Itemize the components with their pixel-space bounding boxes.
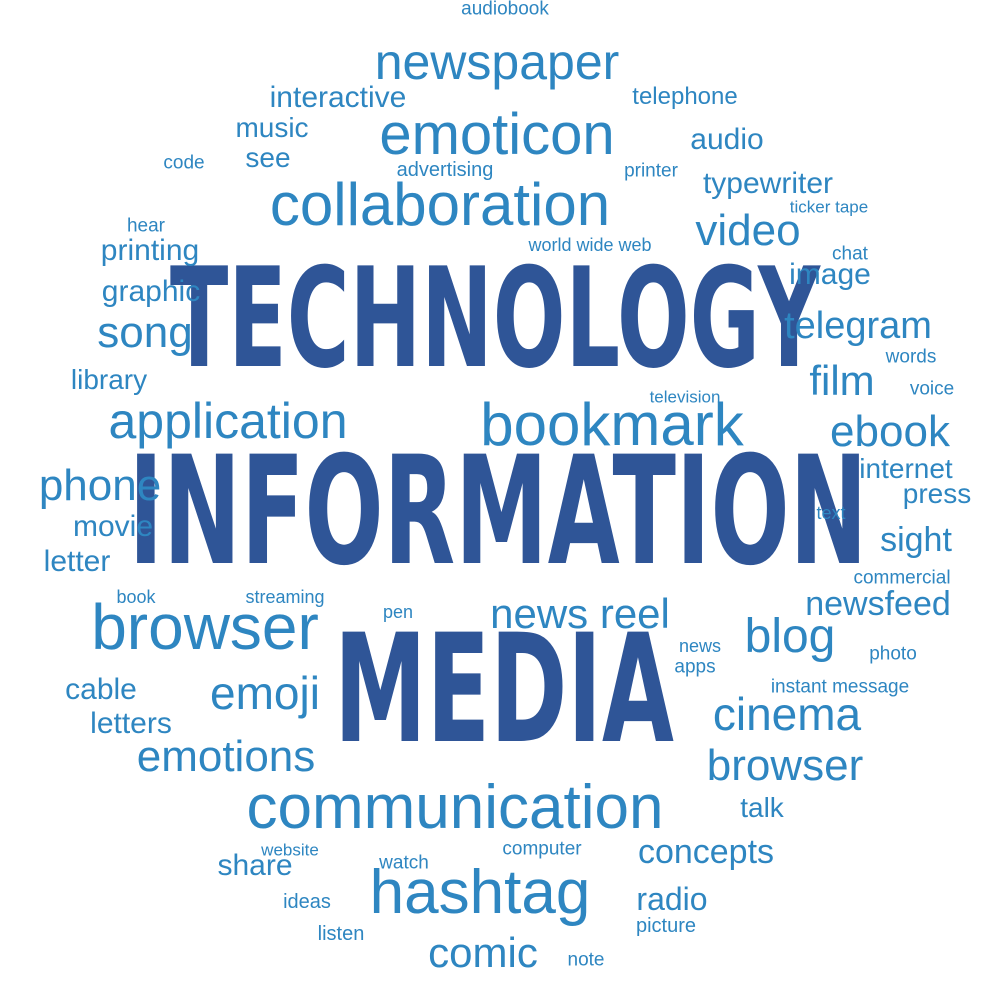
word-computer: computer (502, 838, 582, 860)
word-printer: printer (624, 160, 678, 182)
word-book: book (116, 587, 156, 607)
word-code: code (163, 152, 205, 174)
word-news-reel: news reel (490, 590, 670, 637)
word-audio: audio (690, 123, 764, 156)
word-note: note (567, 949, 605, 971)
word-advertising: advertising (396, 159, 494, 181)
word-radio: radio (636, 881, 708, 917)
word-talk: talk (740, 792, 784, 823)
word-telegram: telegram (784, 305, 932, 347)
word-browser-right: browser (706, 741, 864, 790)
word-emoji: emoji (210, 667, 320, 719)
word-pen: pen (382, 602, 414, 622)
word-blog: blog (744, 610, 836, 663)
word-words: words (885, 346, 937, 368)
word-ebook: ebook (830, 407, 950, 456)
word-news-small: news (678, 636, 722, 656)
word-audiobook: audiobook (461, 0, 549, 20)
word-website: website (261, 840, 319, 860)
word-cable: cable (65, 673, 137, 706)
word-technology: TECHNOLOGY (169, 238, 821, 399)
word-streaming: streaming (245, 587, 325, 607)
word-voice: voice (909, 378, 955, 400)
word-chat: chat (832, 243, 868, 265)
word-information: INFORMATION (128, 425, 868, 599)
word-cinema: cinema (712, 688, 862, 740)
word-newspaper: newspaper (374, 34, 620, 90)
word-browser-left: browser (91, 591, 319, 663)
word-television: television (649, 387, 721, 407)
word-song: song (97, 308, 193, 357)
word-see: see (245, 142, 291, 173)
word-press: press (902, 478, 972, 509)
word-text: text (816, 503, 846, 523)
word-letters: letters (90, 707, 172, 740)
word-bookmark: bookmark (480, 391, 744, 458)
word-telephone: telephone (632, 83, 738, 110)
word-movie: movie (72, 510, 154, 543)
word-library: library (70, 364, 148, 395)
word-phone: phone (38, 461, 162, 510)
word-interactive: interactive (269, 81, 407, 114)
word-emotions: emotions (136, 732, 316, 781)
word-instant-message: instant message (770, 676, 910, 698)
word-video: video (695, 206, 801, 255)
word-typewriter: typewriter (702, 167, 834, 200)
word-commercial: commercial (853, 567, 951, 589)
word-printing: printing (100, 234, 200, 267)
word-ideas: ideas (283, 891, 331, 913)
word-internet: internet (859, 453, 953, 484)
word-film: film (809, 357, 875, 404)
word-sight: sight (880, 521, 952, 559)
word-photo: photo (869, 643, 917, 665)
word-media: MEDIA (334, 603, 674, 777)
word-emoticon: emoticon (379, 102, 615, 167)
word-graphic: graphic (101, 275, 201, 308)
word-listen: listen (317, 923, 365, 945)
word-image: image (789, 258, 871, 291)
word-ticker-tape: ticker tape (789, 197, 869, 217)
word-communication: communication (246, 773, 664, 842)
word-share: share (217, 849, 293, 882)
word-watch: watch (379, 852, 429, 874)
word-apps: apps (674, 656, 716, 678)
word-collaboration: collaboration (269, 171, 611, 238)
word-hashtag: hashtag (369, 858, 591, 927)
word-newsfeed: newsfeed (805, 585, 951, 623)
word-world-wide-web: world wide web (528, 235, 652, 255)
word-music: music (235, 112, 309, 143)
word-concepts: concepts (637, 833, 775, 871)
word-picture: picture (635, 915, 697, 937)
word-comic: comic (428, 929, 538, 976)
word-application: application (108, 393, 348, 449)
word-hear: hear (126, 215, 166, 237)
word-letter: letter (43, 545, 111, 578)
